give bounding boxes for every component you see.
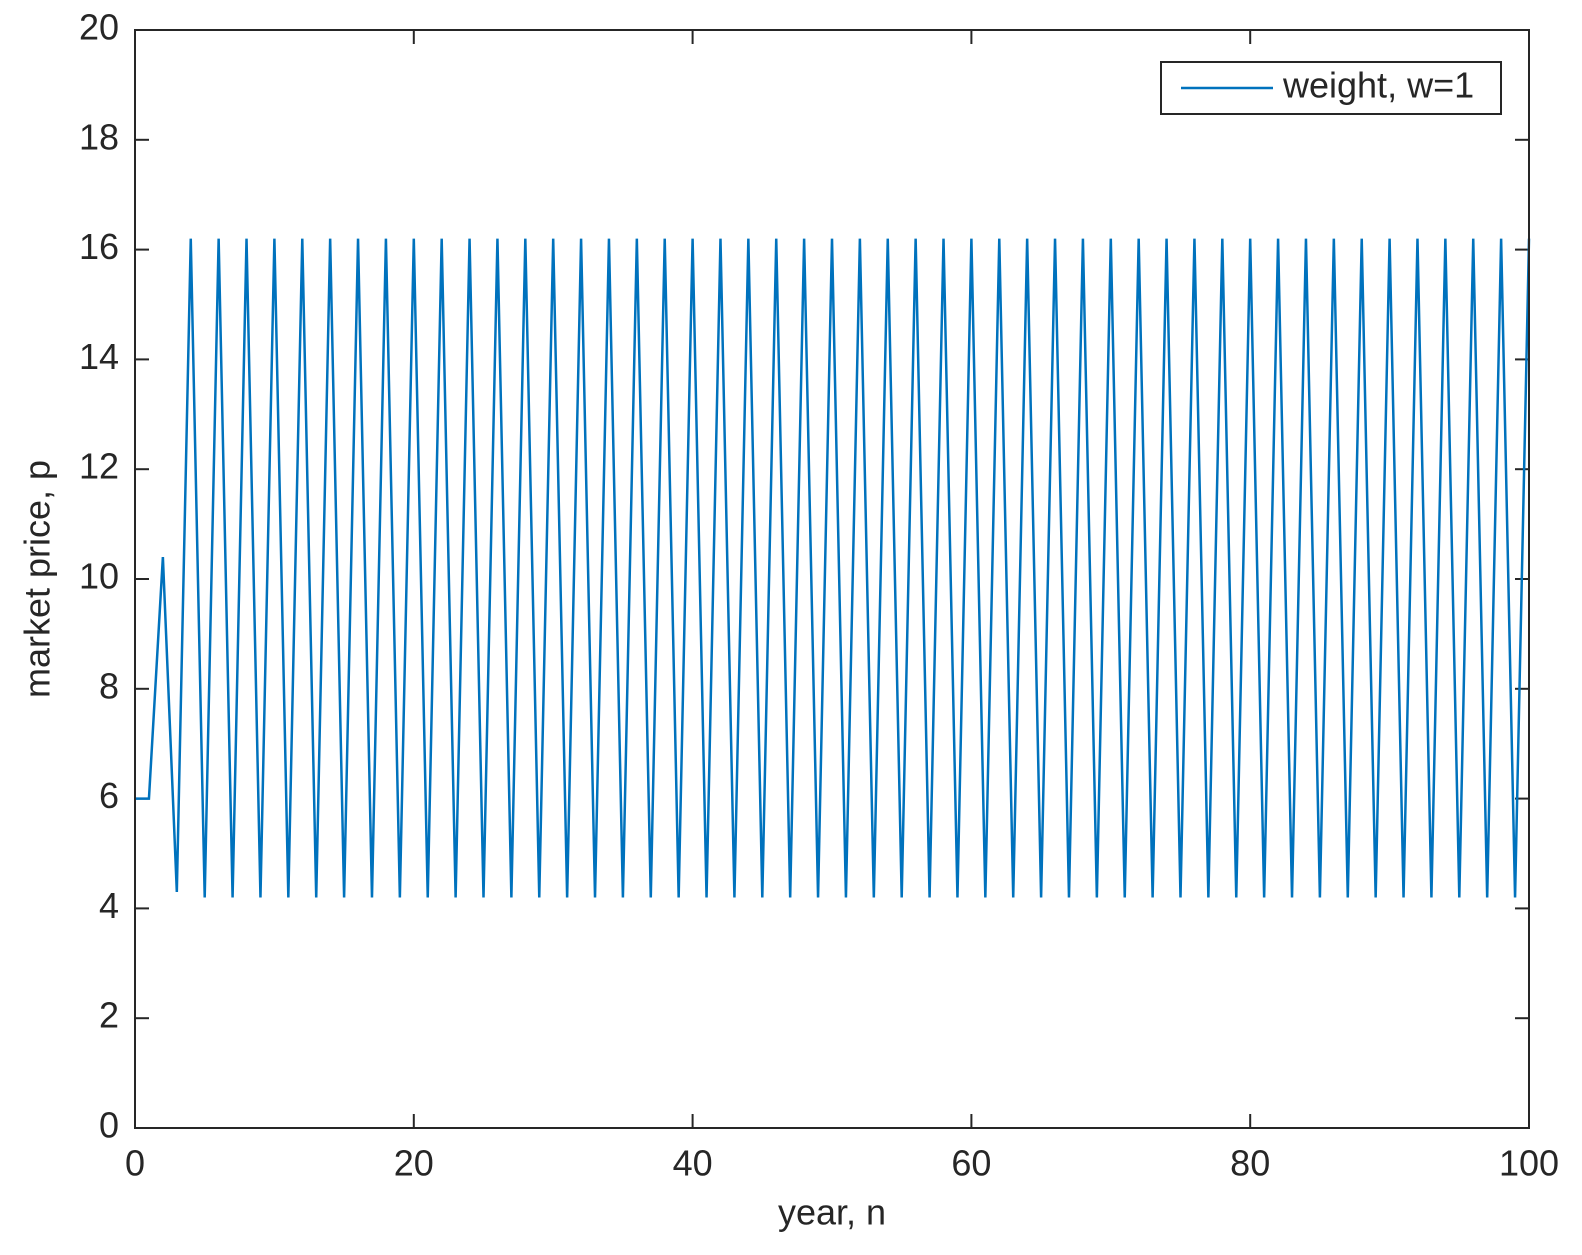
y-tick-label: 6 [99,775,119,816]
x-axis-label: year, n [778,1192,886,1233]
x-tick-label: 80 [1230,1143,1270,1184]
x-tick-label: 20 [394,1143,434,1184]
y-tick-label: 10 [79,556,119,597]
y-axis-label: market price, p [17,460,58,698]
x-tick-label: 40 [673,1143,713,1184]
x-tick-label: 100 [1499,1143,1559,1184]
legend-label: weight, w=1 [1282,65,1474,106]
y-tick-label: 14 [79,336,119,377]
y-tick-label: 20 [79,7,119,48]
y-tick-label: 2 [99,995,119,1036]
y-tick-label: 4 [99,885,119,926]
x-tick-label: 60 [951,1143,991,1184]
data-line [135,238,1531,898]
y-tick-label: 18 [79,116,119,157]
y-tick-label: 12 [79,446,119,487]
y-tick-label: 8 [99,665,119,706]
x-tick-label: 0 [125,1143,145,1184]
plot-frame [134,29,1530,1129]
y-tick-label: 16 [79,226,119,267]
y-tick-label: 0 [99,1105,119,1146]
